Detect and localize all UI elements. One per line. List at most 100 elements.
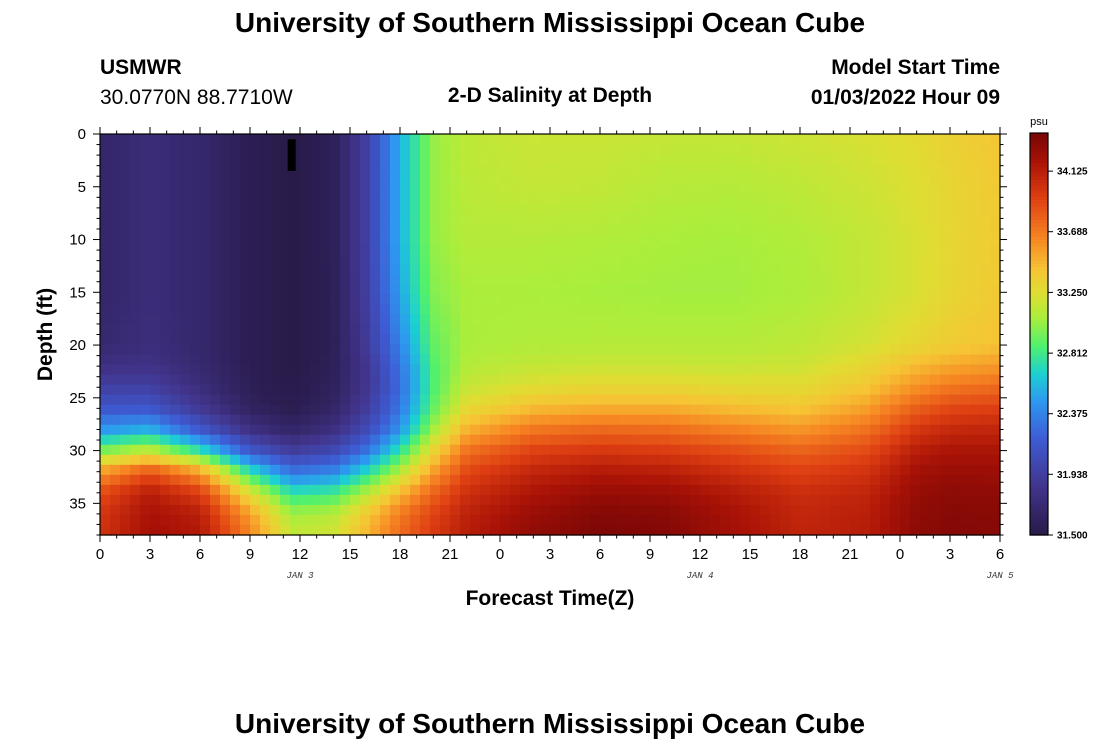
colorbar-segment bbox=[1030, 250, 1048, 255]
heatmap-cell bbox=[730, 344, 741, 356]
heatmap-cell bbox=[750, 344, 761, 356]
heatmap-cell bbox=[830, 324, 841, 336]
heatmap-cell bbox=[140, 454, 151, 466]
heatmap-cell bbox=[420, 314, 431, 326]
heatmap-cell bbox=[820, 394, 831, 406]
heatmap-cell bbox=[460, 394, 471, 406]
heatmap-cell bbox=[980, 254, 991, 265]
heatmap-cell bbox=[230, 304, 241, 316]
x-tick-label: 21 bbox=[442, 546, 459, 563]
heatmap-cell bbox=[690, 154, 701, 165]
heatmap-cell bbox=[380, 264, 391, 275]
heatmap-cell bbox=[440, 334, 451, 346]
heatmap-cell bbox=[440, 434, 451, 446]
heatmap-cell bbox=[820, 224, 831, 235]
colorbar-segment bbox=[1030, 397, 1048, 402]
heatmap-cell bbox=[450, 514, 461, 526]
heatmap-cell bbox=[810, 504, 821, 516]
heatmap-cell bbox=[720, 344, 731, 356]
heatmap-cell bbox=[770, 454, 781, 466]
heatmap-cell bbox=[510, 444, 521, 456]
heatmap-cell bbox=[750, 174, 761, 185]
heatmap-cell bbox=[520, 164, 531, 175]
heatmap-cell bbox=[940, 214, 951, 225]
heatmap-cell bbox=[230, 404, 241, 416]
heatmap-cell bbox=[110, 374, 121, 386]
heatmap-cell bbox=[580, 224, 591, 235]
heatmap-cell bbox=[720, 134, 731, 145]
heatmap-cell bbox=[600, 194, 611, 205]
heatmap-cell bbox=[400, 524, 411, 536]
heatmap-cell bbox=[620, 164, 631, 175]
heatmap-cell bbox=[550, 394, 561, 406]
heatmap-cell bbox=[830, 384, 841, 396]
heatmap-cell bbox=[390, 384, 401, 396]
heatmap-cell bbox=[940, 284, 951, 296]
heatmap-cell bbox=[220, 284, 231, 296]
heatmap-cell bbox=[350, 434, 361, 446]
heatmap-cell bbox=[250, 314, 261, 326]
heatmap-cell bbox=[490, 194, 501, 205]
heatmap-cell bbox=[340, 204, 351, 215]
heatmap-cell bbox=[800, 234, 811, 245]
heatmap-cell bbox=[480, 204, 491, 215]
heatmap-cell bbox=[660, 394, 671, 406]
heatmap-cell bbox=[660, 504, 671, 516]
heatmap-cell bbox=[300, 434, 311, 446]
heatmap-cell bbox=[900, 484, 911, 496]
heatmap-cell bbox=[400, 474, 411, 486]
heatmap-cell bbox=[930, 294, 941, 306]
heatmap-cell bbox=[160, 224, 171, 235]
heatmap-cell bbox=[870, 414, 881, 426]
heatmap-cell bbox=[930, 314, 941, 326]
heatmap-cell bbox=[450, 334, 461, 346]
heatmap-cell bbox=[700, 474, 711, 486]
heatmap-cell bbox=[620, 154, 631, 165]
heatmap-cell bbox=[200, 274, 211, 285]
colorbar-segment bbox=[1030, 146, 1048, 151]
heatmap-cell bbox=[150, 354, 161, 366]
heatmap-cell bbox=[540, 464, 551, 476]
heatmap-cell bbox=[800, 154, 811, 165]
heatmap-cell bbox=[590, 524, 601, 536]
heatmap-cell bbox=[930, 424, 941, 436]
heatmap-cell bbox=[680, 364, 691, 376]
heatmap-cell bbox=[890, 394, 901, 406]
heatmap-cell bbox=[280, 174, 291, 185]
heatmap-cell bbox=[840, 254, 851, 265]
heatmap-cell bbox=[820, 284, 831, 296]
heatmap-cell bbox=[450, 294, 461, 306]
heatmap-cell bbox=[940, 274, 951, 285]
heatmap-cell bbox=[420, 474, 431, 486]
heatmap-cell bbox=[130, 194, 141, 205]
heatmap-cell bbox=[510, 434, 521, 446]
colorbar-segment bbox=[1030, 310, 1048, 315]
heatmap-cell bbox=[780, 404, 791, 416]
heatmap-cell bbox=[910, 334, 921, 346]
heatmap-cell bbox=[970, 334, 981, 346]
heatmap-cell bbox=[360, 214, 371, 225]
heatmap-cell bbox=[290, 314, 301, 326]
heatmap-cell bbox=[700, 294, 711, 306]
heatmap-cell bbox=[240, 294, 251, 306]
heatmap-cell bbox=[710, 184, 721, 195]
heatmap-cell bbox=[730, 414, 741, 426]
heatmap-cell bbox=[220, 384, 231, 396]
heatmap-cell bbox=[370, 194, 381, 205]
heatmap-cell bbox=[620, 234, 631, 245]
heatmap-cell bbox=[620, 374, 631, 386]
heatmap-cell bbox=[680, 244, 691, 255]
heatmap-cell bbox=[410, 384, 421, 396]
heatmap-cell bbox=[890, 344, 901, 356]
heatmap-cell bbox=[340, 384, 351, 396]
heatmap-cell bbox=[780, 494, 791, 506]
heatmap-cell bbox=[750, 324, 761, 336]
heatmap-cell bbox=[800, 314, 811, 326]
heatmap-cell bbox=[630, 514, 641, 526]
heatmap-cell bbox=[560, 494, 571, 506]
heatmap-cell bbox=[160, 284, 171, 296]
heatmap-cell bbox=[580, 494, 591, 506]
heatmap-cell bbox=[220, 394, 231, 406]
heatmap-cell bbox=[250, 384, 261, 396]
heatmap-cell bbox=[410, 354, 421, 366]
